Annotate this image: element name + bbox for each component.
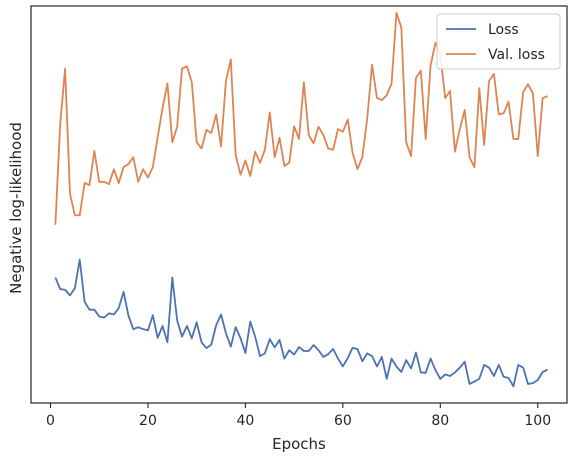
series-line-0 [54,258,548,388]
x-axis-ticks: 0 20 40 60 80 100 [46,403,551,429]
plot-frame [30,5,568,404]
y-axis-label: Negative log-likelihood [7,122,25,294]
legend: Loss Val. loss [436,13,561,70]
x-tick-label: 40 [236,413,254,429]
x-tick-label: 60 [334,413,352,429]
x-tick-label: 20 [139,413,157,429]
series-line-1 [54,11,548,225]
x-tick-label: 100 [524,413,551,429]
x-tick-label: 0 [46,413,55,429]
legend-label-val-loss: Val. loss [488,47,545,63]
legend-box [436,13,561,70]
legend-label-loss: Loss [488,22,519,38]
x-axis-label: Epochs [272,435,326,453]
plot-lines [54,11,548,388]
x-tick-label: 80 [431,413,449,429]
